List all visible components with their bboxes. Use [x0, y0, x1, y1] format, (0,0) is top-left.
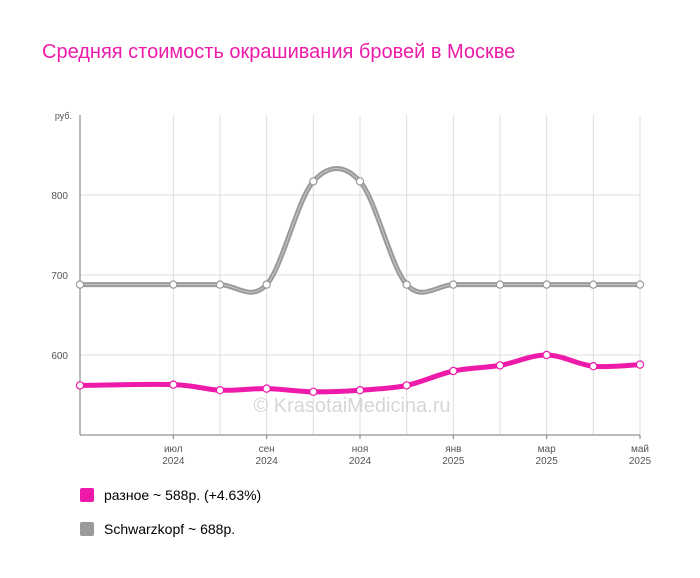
line-chart: 600700800руб.июл2024сен2024ноя2024янв202… — [51, 111, 651, 467]
data-point-schwarzkopf — [402, 280, 411, 289]
x-tick-label-month: июл — [164, 444, 183, 455]
chart-title: Средняя стоимость окрашивания бровей в М… — [42, 41, 516, 63]
data-point-raznoe — [355, 386, 365, 395]
data-point-schwarzkopf — [542, 280, 551, 289]
x-tick-label-year: 2024 — [349, 456, 372, 467]
data-point-raznoe — [75, 381, 85, 390]
x-tick-label-year: 2024 — [162, 456, 185, 467]
y-tick-label: 800 — [51, 191, 68, 202]
grid-lines — [79, 115, 641, 435]
data-point-schwarzkopf — [589, 280, 598, 289]
data-point-schwarzkopf — [355, 177, 365, 186]
watermark-layer: © KrasotaiMedicina.ru — [253, 395, 450, 417]
x-tick-label-month: янв — [445, 444, 461, 455]
data-point-schwarzkopf — [449, 280, 458, 289]
data-point-raznoe — [589, 362, 598, 371]
legend: разное ~ 588р. (+4.63%) Schwarzkopf ~ 68… — [80, 484, 261, 552]
legend-label-raznoe: разное ~ 588р. (+4.63%) — [104, 487, 262, 503]
data-point-raznoe — [635, 360, 645, 369]
data-point-raznoe — [495, 361, 505, 370]
axes: 600700800руб.июл2024сен2024ноя2024янв202… — [51, 111, 651, 467]
y-tick-label: 600 — [51, 351, 68, 362]
x-tick-label-year: 2024 — [256, 456, 279, 467]
data-point-raznoe — [169, 380, 178, 389]
legend-item-schwarzkopf[interactable]: Schwarzkopf ~ 688р. — [80, 518, 261, 540]
data-point-schwarzkopf — [169, 280, 178, 289]
y-tick-label: 700 — [51, 271, 68, 282]
data-point-schwarzkopf — [75, 280, 85, 289]
data-point-schwarzkopf — [495, 280, 505, 289]
points-layer — [75, 177, 645, 396]
legend-item-raznoe[interactable]: разное ~ 588р. (+4.63%) — [80, 484, 261, 506]
data-point-schwarzkopf — [262, 280, 271, 289]
data-point-raznoe — [309, 387, 318, 396]
data-point-raznoe — [449, 366, 458, 376]
data-point-raznoe — [542, 350, 551, 360]
legend-swatch-raznoe — [80, 488, 94, 502]
x-tick-label-month: сен — [259, 444, 275, 455]
watermark: © KrasotaiMedicina.ru — [253, 395, 450, 417]
x-tick-label-month: май — [631, 444, 649, 455]
data-point-raznoe — [402, 381, 411, 390]
data-point-schwarzkopf — [309, 177, 318, 186]
data-point-schwarzkopf — [635, 280, 645, 289]
x-tick-label-month: мар — [538, 444, 556, 455]
x-tick-label-year: 2025 — [442, 456, 465, 467]
data-point-raznoe — [262, 384, 271, 393]
legend-label-schwarzkopf: Schwarzkopf ~ 688р. — [104, 521, 236, 537]
legend-swatch-schwarzkopf — [80, 522, 94, 536]
data-point-schwarzkopf — [215, 280, 225, 289]
x-tick-label-year: 2025 — [629, 456, 652, 467]
x-tick-label-month: ноя — [352, 444, 369, 455]
x-tick-label-year: 2025 — [536, 456, 559, 467]
data-point-raznoe — [215, 386, 225, 395]
y-axis-label: руб. — [55, 111, 72, 121]
